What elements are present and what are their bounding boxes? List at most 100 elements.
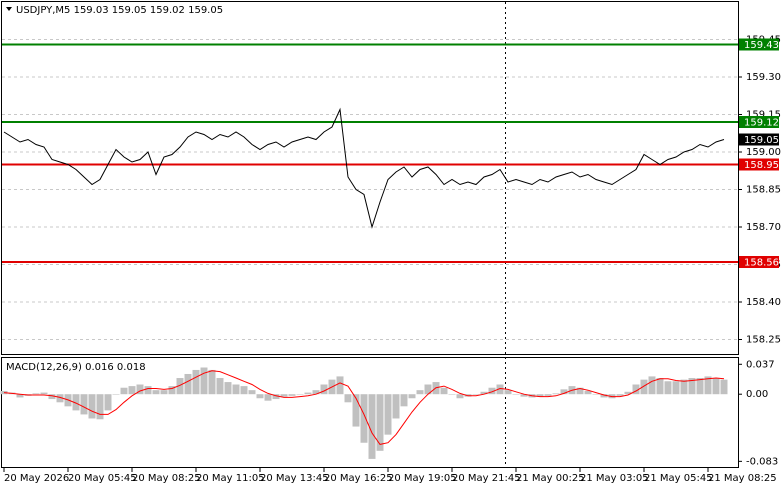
macd-bar xyxy=(408,394,416,399)
macd-bar xyxy=(440,387,448,395)
macd-bar xyxy=(560,389,568,395)
macd-bar xyxy=(400,394,408,407)
macd-bar xyxy=(224,382,232,395)
x-tick-label: 20 May 13:45 xyxy=(260,473,329,484)
macd-bar xyxy=(72,394,80,411)
x-tick-label: 21 May 05:45 xyxy=(644,473,713,484)
macd-bar xyxy=(272,394,280,400)
level-label: 159.12 xyxy=(744,118,779,129)
macd-bar xyxy=(424,384,432,395)
x-tick-label: 20 May 11:05 xyxy=(196,473,265,484)
level-label-box xyxy=(739,158,779,171)
macd-bar xyxy=(192,369,200,395)
macd-bar xyxy=(296,394,304,395)
macd-bar xyxy=(112,394,120,395)
macd-bar xyxy=(56,394,64,403)
macd-bar xyxy=(632,384,640,395)
level-label-box xyxy=(739,38,779,51)
macd-bar xyxy=(384,394,392,435)
macd-bar xyxy=(288,394,296,396)
macd-bar xyxy=(352,394,360,427)
macd-bar xyxy=(392,394,400,419)
macd-bar xyxy=(720,379,728,395)
macd-bar xyxy=(120,387,128,395)
x-tick-label: 21 May 00:25 xyxy=(516,473,585,484)
macd-bar xyxy=(584,390,592,395)
macd-bar xyxy=(656,378,664,395)
macd-bar xyxy=(536,394,544,397)
macd-bar xyxy=(376,394,384,451)
macd-bar xyxy=(144,386,152,395)
macd-bar xyxy=(16,394,24,398)
macd-bar xyxy=(664,381,672,395)
chart-title: USDJPY,M5 159.03 159.05 159.02 159.05 xyxy=(16,5,223,16)
macd-bar xyxy=(200,367,208,395)
macd-bar xyxy=(600,394,608,398)
y-tick-label: 158.40 xyxy=(746,297,781,308)
macd-bar xyxy=(472,394,480,395)
x-tick-label: 21 May 08:25 xyxy=(708,473,777,484)
x-tick-label: 20 May 19:05 xyxy=(388,473,457,484)
macd-bar xyxy=(88,394,96,419)
level-label: 159.43 xyxy=(744,40,779,51)
y-tick-label: 158.70 xyxy=(746,222,781,233)
level-label: 158.95 xyxy=(744,160,779,171)
macd-bar xyxy=(184,373,192,395)
macd-bar xyxy=(104,394,112,411)
macd-bar xyxy=(368,394,376,459)
x-tick-label: 20 May 05:45 xyxy=(68,473,137,484)
macd-bar xyxy=(488,387,496,395)
macd-bar xyxy=(344,394,352,403)
macd-bar xyxy=(264,394,272,401)
macd-bar xyxy=(360,394,368,443)
macd-bar xyxy=(136,384,144,395)
macd-bar xyxy=(520,394,528,397)
y-tick-label: 0.037 xyxy=(746,359,775,370)
macd-bar xyxy=(336,376,344,395)
macd-bar xyxy=(304,392,312,395)
macd-bar xyxy=(416,390,424,395)
macd-bar xyxy=(688,378,696,395)
price-panel-frame xyxy=(1,1,739,355)
macd-bar xyxy=(448,394,456,395)
x-tick-label: 20 May 08:25 xyxy=(132,473,201,484)
x-tick-label: 21 May 03:05 xyxy=(580,473,649,484)
y-tick-label: 158.25 xyxy=(746,335,781,346)
macd-bar xyxy=(176,378,184,395)
last-price-label: 159.05 xyxy=(744,135,779,146)
y-tick-label: 159.00 xyxy=(746,147,781,158)
macd-bar xyxy=(640,379,648,395)
macd-bar xyxy=(672,381,680,395)
macd-bar xyxy=(704,376,712,395)
macd-bar xyxy=(480,391,488,395)
macd-bar xyxy=(80,394,88,415)
signal-line xyxy=(3,370,725,445)
macd-bar xyxy=(544,394,552,396)
macd-bar xyxy=(712,378,720,395)
macd-bar xyxy=(624,391,632,395)
macd-bar xyxy=(0,390,8,395)
x-tick-label: 20 May 21:45 xyxy=(452,473,521,484)
y-tick-label: 0.00 xyxy=(746,389,768,400)
macd-bar xyxy=(320,384,328,395)
level-label-box xyxy=(739,256,779,268)
macd-bar xyxy=(32,393,40,395)
macd-bar xyxy=(208,369,216,395)
macd-bar xyxy=(696,378,704,395)
macd-bar xyxy=(576,387,584,395)
macd-bar xyxy=(512,394,520,395)
level-label-box xyxy=(739,116,779,128)
macd-bar xyxy=(496,384,504,395)
macd-bar xyxy=(96,394,104,420)
macd-bar xyxy=(48,394,56,400)
y-tick-label: 159.30 xyxy=(746,72,781,83)
price-line xyxy=(3,107,725,229)
macd-bar xyxy=(240,386,248,395)
macd-bar xyxy=(152,390,160,395)
macd-bar xyxy=(648,376,656,395)
macd-bar xyxy=(160,390,168,395)
macd-bar xyxy=(256,394,264,399)
macd-bar xyxy=(456,394,464,399)
menu-triangle xyxy=(6,7,12,11)
